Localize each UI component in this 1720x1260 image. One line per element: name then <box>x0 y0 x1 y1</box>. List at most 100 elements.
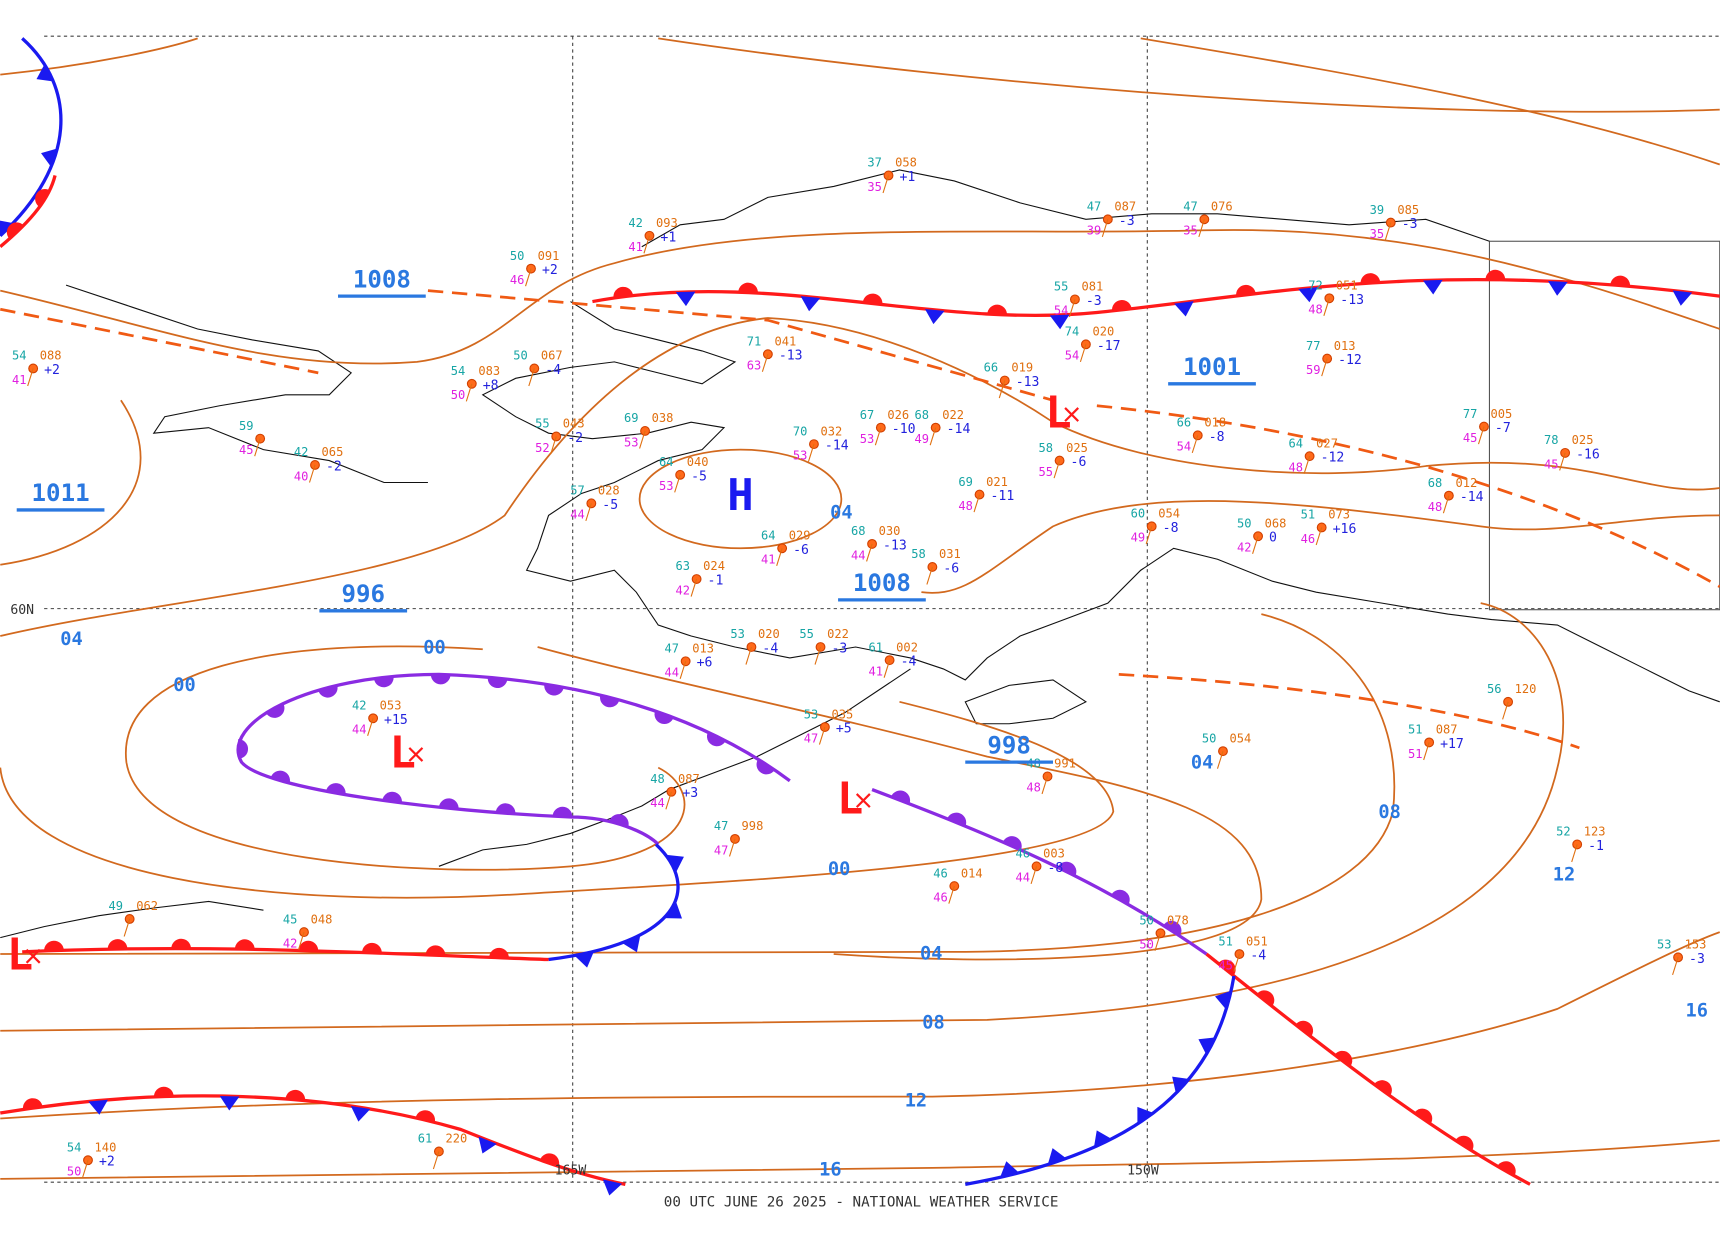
pressure-tendency: -3 <box>1119 214 1135 229</box>
station-circle <box>809 439 819 450</box>
island <box>964 679 1087 725</box>
temperature: 54 <box>451 364 466 378</box>
pressure-tendency: +16 <box>1333 522 1357 537</box>
pressure-tendency: -13 <box>779 349 803 364</box>
wind-barb <box>866 543 873 562</box>
temperature: 67 <box>860 408 875 422</box>
front-triangle <box>219 1095 240 1111</box>
trough <box>1096 404 1720 588</box>
front-semicircle <box>947 812 967 827</box>
station-plot: 53 153-3 <box>1657 938 1706 976</box>
dewpoint: 41 <box>761 553 776 567</box>
pressure-tendency: +1 <box>899 170 915 185</box>
pressure: 051 <box>1246 934 1268 948</box>
wind-barb <box>1672 957 1679 976</box>
temperature: 48 <box>650 772 665 786</box>
station-plot: 58 031-6 <box>911 547 961 585</box>
temperature: 47 <box>714 819 729 833</box>
station-plot: 46 003 44 -8 <box>1015 847 1064 885</box>
station-plot: 46 014 46 <box>933 866 982 904</box>
dewpoint: 49 <box>1131 531 1146 545</box>
front-triangle <box>41 148 58 168</box>
wind-barb <box>465 383 473 402</box>
pressure: 076 <box>1211 200 1233 214</box>
pressure: 085 <box>1397 203 1419 217</box>
pressure: 067 <box>541 349 563 363</box>
temperature: 69 <box>958 475 973 489</box>
front-triangle <box>1172 1076 1190 1094</box>
front-semicircle <box>654 710 674 724</box>
front-semicircle <box>35 188 51 208</box>
pressure-tendency: +2 <box>99 1155 115 1170</box>
wind-barb <box>1571 844 1578 863</box>
dewpoint: 53 <box>624 435 639 449</box>
dewpoint: 35 <box>867 180 882 194</box>
wind-barb <box>1303 456 1311 474</box>
front-semicircle <box>738 282 758 294</box>
wind-barb <box>298 931 305 950</box>
grid-label: 150W <box>1127 1163 1159 1178</box>
pressure-tendency: -16 <box>1576 447 1600 462</box>
temperature: 42 <box>294 445 309 459</box>
isobar-label: 08 <box>1378 802 1400 823</box>
station-plot: 68 012 48 -14 <box>1428 476 1484 514</box>
pressure-tendency: -6 <box>943 561 959 576</box>
isobar <box>0 1139 1720 1180</box>
troughs <box>0 289 1720 750</box>
pressure-tendency: -14 <box>825 439 849 454</box>
pressure-tendency: -13 <box>1016 375 1040 390</box>
pressure-center: H <box>727 470 753 521</box>
wind-barb <box>948 885 955 904</box>
temperature: 50 <box>1237 516 1252 530</box>
front-semicircle <box>425 945 446 956</box>
temperature: 57 <box>570 484 585 498</box>
isobar <box>1140 37 1720 166</box>
wind-barb <box>679 661 687 679</box>
wind-barb <box>883 659 891 678</box>
front-semicircle <box>489 947 509 959</box>
station-circle <box>1192 430 1203 441</box>
temperature: 61 <box>418 1132 433 1146</box>
isobar-label: 00 <box>423 638 445 659</box>
pressure-tendency: -13 <box>883 538 907 553</box>
temperature: 49 <box>109 899 124 913</box>
wind-barb <box>745 646 752 665</box>
dewpoint: 44 <box>650 796 665 810</box>
front-semicircle <box>487 677 508 688</box>
wind-barb <box>1252 536 1259 554</box>
pressure: 043 <box>563 417 585 431</box>
wind-barb <box>27 368 34 387</box>
isobar <box>0 37 198 76</box>
center-x <box>408 747 424 762</box>
wind-barb <box>1477 426 1485 445</box>
dewpoint: 48 <box>1289 461 1304 475</box>
pressure-tendency: -5 <box>602 498 618 513</box>
dewpoint: 35 <box>1183 224 1198 238</box>
station-circle <box>883 170 894 181</box>
pressure: 087 <box>1436 723 1458 737</box>
pressure: 038 <box>652 411 674 425</box>
pressure-tendency: -1 <box>708 573 724 588</box>
pressure: 054 <box>1230 731 1252 745</box>
pressure: 029 <box>789 529 811 543</box>
wind-barb <box>998 380 1006 399</box>
isobar-label: 04 <box>920 944 942 965</box>
station-plot: 50 078 50 <box>1139 913 1188 951</box>
temperature: 58 <box>911 547 926 561</box>
front-triangle <box>0 219 14 237</box>
wind-barb <box>550 436 557 455</box>
grid-label: 60N <box>10 603 34 618</box>
pressure-tendency: +2 <box>44 363 60 378</box>
pressure-center: L <box>7 929 33 980</box>
front-semicircle <box>382 791 402 803</box>
front-semicircle <box>265 703 285 718</box>
station-circle <box>124 914 135 924</box>
wind-barb <box>585 503 592 522</box>
isobar-label: 12 <box>1553 865 1575 886</box>
grid-label: 165W <box>555 1163 587 1178</box>
pressure: 003 <box>1043 847 1065 861</box>
station-plot: 59 45 <box>239 419 266 457</box>
pressure: 013 <box>1334 339 1356 353</box>
pressure-tendency: -12 <box>1321 451 1345 466</box>
